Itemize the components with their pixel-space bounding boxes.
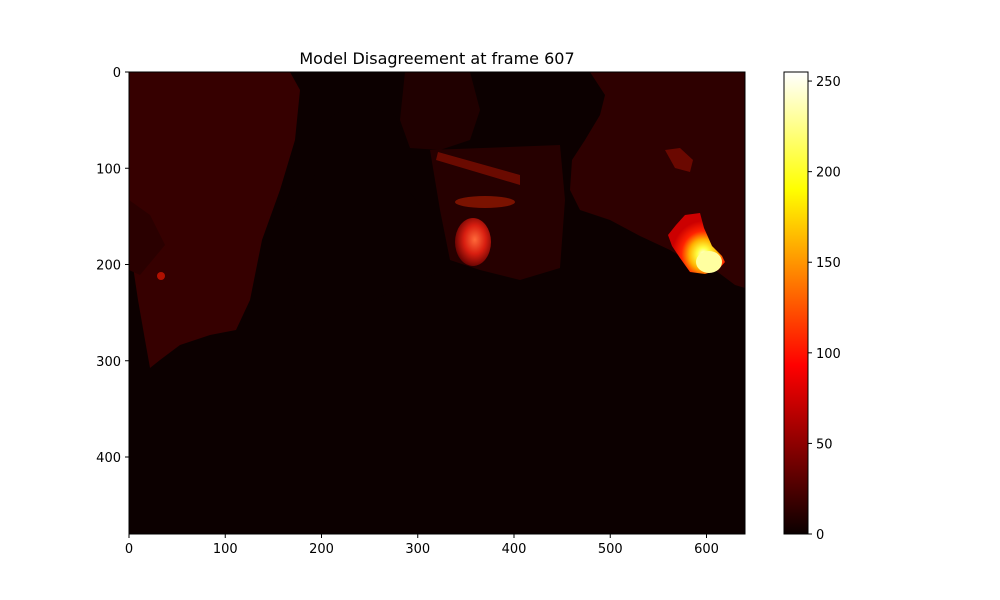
y-axis: 0 100 200 300 400	[96, 66, 129, 466]
x-tick-label: 0	[125, 542, 133, 557]
y-tick-label: 400	[96, 451, 121, 466]
colorbar-tick-label: 50	[816, 437, 833, 452]
heatmap-region-left-wall-dark	[129, 200, 165, 275]
chart-title: Model Disagreement at frame 607	[299, 49, 574, 68]
x-tick-label: 600	[694, 542, 719, 557]
heatmap-region-person	[280, 108, 445, 330]
heatmap-region-upper-center	[400, 72, 480, 150]
heatmap-region-center-hotspot	[455, 218, 491, 266]
colorbar	[783, 71, 809, 535]
y-tick-label: 300	[96, 355, 121, 370]
x-tick-label: 400	[502, 542, 527, 557]
x-tick-label: 200	[309, 542, 334, 557]
x-axis: 0 100 200 300 400 500 600	[125, 534, 719, 557]
heatmap-region-left-wall	[129, 72, 300, 368]
heatmap-region-shelf-bar	[436, 152, 520, 185]
colorbar-tick-label: 150	[816, 256, 841, 271]
colorbar-tick-label: 200	[816, 166, 841, 181]
heatmap-region-shelf	[430, 145, 565, 280]
heatmap-region-shelf-glow	[455, 196, 515, 208]
x-tick-label: 100	[213, 542, 238, 557]
x-tick-label: 300	[405, 542, 430, 557]
heatmap-region-right-small	[665, 148, 693, 172]
heatmap-spot-left	[157, 272, 165, 280]
y-tick-label: 0	[113, 66, 121, 81]
y-tick-label: 100	[96, 162, 121, 177]
heatmap-image	[129, 72, 745, 534]
plot-frame	[128, 71, 746, 535]
colorbar-tick-label: 250	[816, 75, 841, 90]
y-tick-label: 200	[96, 259, 121, 274]
heatmap-region-right-core	[696, 251, 722, 273]
colorbar-tick-label: 0	[816, 528, 824, 543]
colorbar-axis: 0 50 100 150 200 250	[808, 75, 841, 543]
colorbar-tick-label: 100	[816, 347, 841, 362]
x-tick-label: 500	[598, 542, 623, 557]
